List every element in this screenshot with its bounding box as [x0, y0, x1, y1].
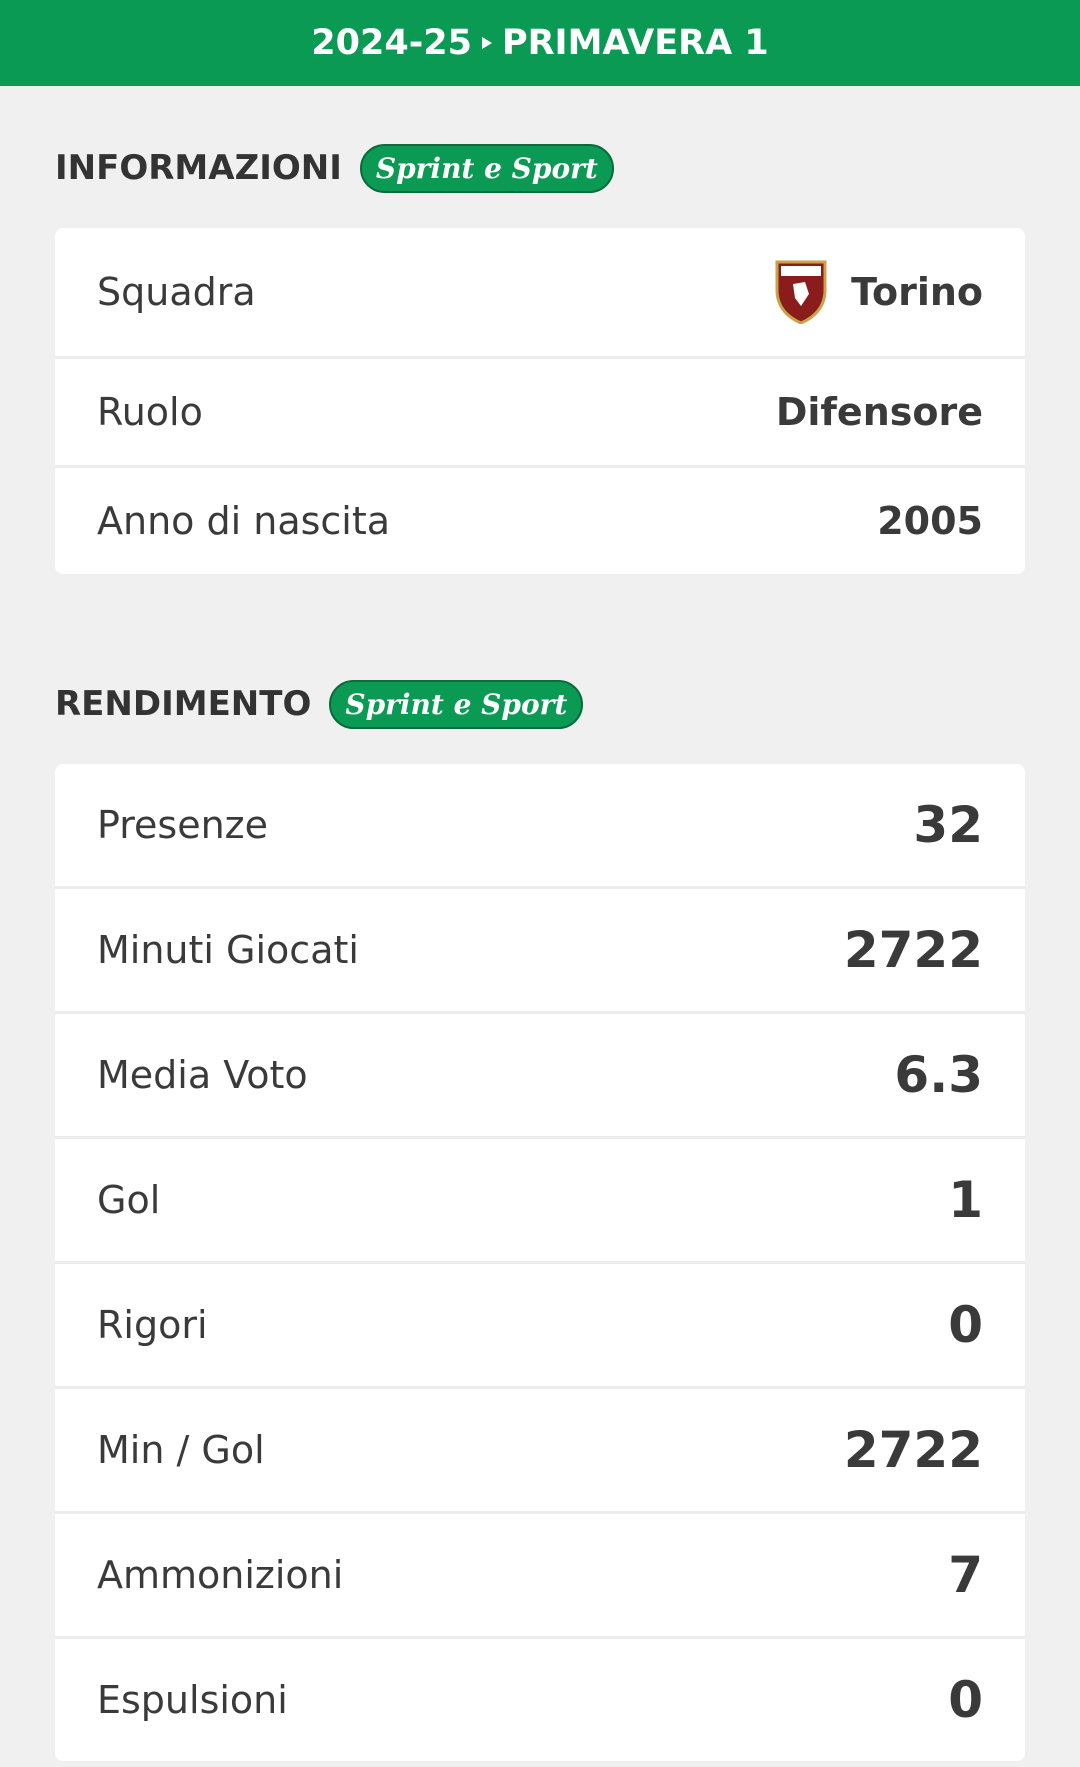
- row: Anno di nascita 2005: [55, 468, 1025, 574]
- row-value: 2722: [843, 1421, 983, 1479]
- row-label: Espulsioni: [97, 1678, 288, 1722]
- row: Gol 1: [55, 1139, 1025, 1264]
- row-value: Difensore: [775, 390, 983, 434]
- row-value: 1: [948, 1171, 983, 1229]
- competition: PRIMAVERA 1: [501, 23, 769, 63]
- row-value: 2722: [843, 921, 983, 979]
- section-title-text: INFORMAZIONI: [55, 148, 342, 188]
- content: INFORMAZIONI Sprint e Sport Squadra Torino R…: [0, 138, 1080, 1761]
- row-value: 0: [948, 1671, 983, 1729]
- row-label: Presenze: [97, 803, 268, 847]
- row: Presenze 32: [55, 764, 1025, 889]
- row-label: Ammonizioni: [97, 1553, 344, 1597]
- brand-logo: Sprint e Sport: [359, 143, 614, 193]
- team: Torino: [775, 260, 983, 324]
- row: Media Voto 6.3: [55, 1014, 1025, 1139]
- row-value: 2005: [877, 499, 983, 543]
- row-label: Minuti Giocati: [97, 928, 359, 972]
- section-title: RENDIMENTO Sprint e Sport: [55, 674, 1025, 734]
- row-label: Min / Gol: [97, 1428, 265, 1472]
- row-value: Torino: [851, 270, 983, 314]
- row: Squadra Torino: [55, 228, 1025, 359]
- section-title: INFORMAZIONI Sprint e Sport: [55, 138, 1025, 198]
- row-label: Ruolo: [97, 390, 203, 434]
- row-value: 32: [913, 796, 983, 854]
- header: 2024-25 PRIMAVERA 1: [0, 0, 1080, 86]
- row-label: Squadra: [97, 270, 256, 314]
- team-logo: [775, 260, 827, 324]
- row: Ruolo Difensore: [55, 359, 1025, 468]
- section-title-text: RENDIMENTO: [55, 684, 312, 724]
- row: Espulsioni 0: [55, 1639, 1025, 1761]
- season: 2024-25: [311, 23, 472, 63]
- row: Rigori 0: [55, 1264, 1025, 1389]
- row-label: Anno di nascita: [97, 499, 391, 543]
- row-label: Gol: [97, 1178, 161, 1222]
- arrow-icon: [481, 37, 492, 49]
- row: Minuti Giocati 2722: [55, 889, 1025, 1014]
- row-value: 7: [948, 1546, 983, 1604]
- card: Squadra Torino Ruolo Difensore Anno di nasci…: [55, 228, 1025, 574]
- card: Presenze 32 Minuti Giocati 2722 Media Voto 6.…: [55, 764, 1025, 1761]
- row: Ammonizioni 7: [55, 1514, 1025, 1639]
- brand-logo: Sprint e Sport: [329, 679, 584, 729]
- row-label: Rigori: [97, 1303, 208, 1347]
- row: Min / Gol 2722: [55, 1389, 1025, 1514]
- row-value: 0: [948, 1296, 983, 1354]
- row-value: 6.3: [894, 1046, 983, 1104]
- row-label: Media Voto: [97, 1053, 308, 1097]
